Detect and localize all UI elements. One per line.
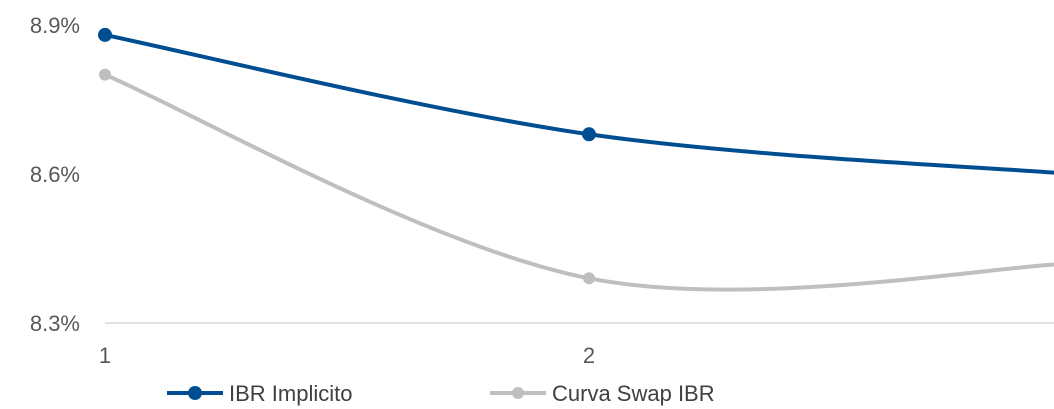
legend-item: Curva Swap IBR xyxy=(490,381,715,406)
y-tick-label: 8.9% xyxy=(30,13,80,38)
x-tick-label: 1 xyxy=(99,343,111,368)
y-tick-label: 8.3% xyxy=(30,311,80,336)
series-points xyxy=(98,27,596,285)
y-axis-ticks: 8.9% 8.6% 8.3% xyxy=(30,13,80,336)
data-point xyxy=(99,68,111,81)
data-point xyxy=(582,127,596,142)
series-line xyxy=(103,72,1054,292)
legend-marker xyxy=(188,386,202,400)
y-tick-label: 8.6% xyxy=(30,162,80,187)
legend-label: Curva Swap IBR xyxy=(552,381,715,406)
legend-item: IBR Implicito xyxy=(167,381,352,406)
data-point xyxy=(98,27,112,42)
x-tick-label: 2 xyxy=(583,343,595,368)
data-point xyxy=(583,272,595,285)
legend-label: IBR Implicito xyxy=(229,381,352,406)
series-line xyxy=(103,32,1054,175)
series-lines xyxy=(103,32,1054,292)
legend-marker xyxy=(512,387,524,399)
legend: IBR Implicito Curva Swap IBR xyxy=(167,381,715,406)
